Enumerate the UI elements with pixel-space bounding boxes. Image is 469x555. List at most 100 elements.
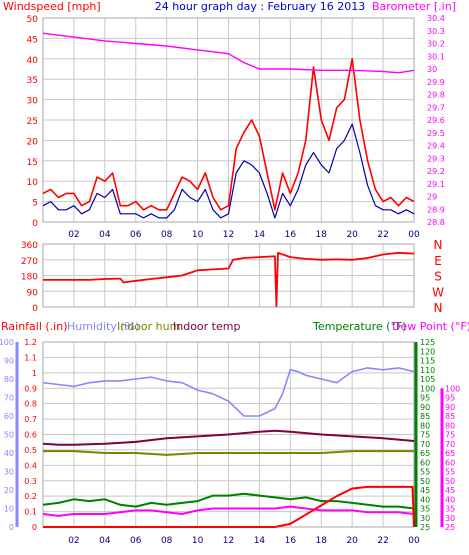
y-tick-label: 55 bbox=[420, 468, 430, 477]
y-tick-label: 29.5 bbox=[427, 129, 445, 138]
y-tick-label: 35 bbox=[27, 76, 38, 86]
x-tick-label: 22 bbox=[377, 230, 388, 240]
y-tick-label: 0 bbox=[32, 219, 38, 229]
direction-label: E bbox=[434, 254, 442, 268]
y-tick-label: 90 bbox=[27, 288, 39, 298]
y-tick-label: 28.8 bbox=[427, 218, 445, 227]
y-tick-label: 28.9 bbox=[427, 205, 445, 214]
y-tick-label: 40 bbox=[420, 495, 430, 504]
legend-humidity: Humidity (%) bbox=[67, 320, 139, 333]
y-tick-label: 70 bbox=[4, 394, 14, 403]
plot-frame bbox=[42, 17, 415, 223]
direction-label: N bbox=[434, 301, 443, 315]
direction-label: W bbox=[432, 285, 444, 299]
y-tick-label: 90 bbox=[445, 403, 455, 412]
y-tick-label: 0 bbox=[32, 304, 38, 314]
indoor-humidity-line bbox=[43, 450, 414, 456]
y-tick-label: 75 bbox=[420, 431, 430, 440]
legend-dew-point: Dew Point (°F) bbox=[392, 320, 469, 333]
y-tick-label: 0.1 bbox=[24, 508, 37, 517]
x-tick-label: 16 bbox=[285, 536, 297, 546]
barometer-axis-label: Barometer [.in] bbox=[372, 0, 456, 13]
chart-marks: 0510152025303540455028.828.92929.129.229… bbox=[0, 14, 460, 546]
y-tick-label: 30.2 bbox=[427, 40, 445, 49]
x-tick-label: 14 bbox=[254, 536, 266, 546]
y-tick-label: 29.4 bbox=[427, 142, 445, 151]
legend-indoor-hum: Indoor hum bbox=[117, 320, 180, 333]
indoor-temp-line bbox=[42, 429, 415, 446]
average-wind-line bbox=[42, 123, 415, 219]
y-tick-label: 1.2 bbox=[24, 338, 37, 347]
x-tick-label: 00 bbox=[408, 536, 420, 546]
y-tick-label: 50 bbox=[445, 477, 455, 486]
y-tick-label: 180 bbox=[21, 273, 38, 283]
y-tick-label: 40 bbox=[4, 449, 14, 458]
dew-point-line bbox=[42, 505, 415, 517]
x-tick-label: 12 bbox=[223, 230, 234, 240]
y-tick-label: 85 bbox=[420, 412, 430, 421]
y-tick-label: 30 bbox=[420, 514, 430, 523]
plot-frame bbox=[42, 243, 415, 308]
y-tick-label: 80 bbox=[4, 375, 14, 384]
y-tick-label: 29 bbox=[427, 193, 437, 202]
x-tick-label: 08 bbox=[161, 230, 173, 240]
y-tick-label: 29.9 bbox=[427, 78, 445, 87]
y-tick-label: 95 bbox=[420, 394, 430, 403]
y-tick-label: 70 bbox=[420, 440, 430, 449]
y-tick-label: 60 bbox=[420, 458, 430, 467]
y-tick-label: 0.6 bbox=[24, 431, 37, 440]
x-tick-label: 20 bbox=[346, 230, 358, 240]
y-tick-label: 125 bbox=[420, 338, 435, 347]
y-tick-label: 110 bbox=[420, 366, 435, 375]
gust-line bbox=[42, 57, 415, 211]
y-tick-label: 50 bbox=[27, 15, 39, 25]
y-tick-label: 20 bbox=[27, 137, 39, 147]
direction-label: S bbox=[434, 270, 442, 284]
y-tick-label: 30.3 bbox=[427, 27, 445, 36]
x-tick-label: 20 bbox=[346, 536, 358, 546]
y-tick-label: 10 bbox=[4, 505, 14, 514]
y-tick-label: 29.6 bbox=[427, 116, 445, 125]
y-tick-label: 10 bbox=[27, 178, 39, 188]
y-tick-label: 30.1 bbox=[427, 52, 445, 61]
barometer-line bbox=[42, 32, 415, 74]
rainfall-line bbox=[43, 485, 415, 528]
y-tick-label: 29.2 bbox=[427, 167, 445, 176]
y-tick-label: 0.9 bbox=[24, 384, 37, 393]
x-tick-label: 10 bbox=[192, 536, 204, 546]
x-tick-label: 02 bbox=[68, 230, 79, 240]
y-tick-label: 29.1 bbox=[427, 180, 445, 189]
x-tick-label: 04 bbox=[99, 230, 111, 240]
y-tick-label: 90 bbox=[420, 403, 430, 412]
y-tick-label: 60 bbox=[445, 458, 455, 467]
y-tick-label: 50 bbox=[4, 431, 14, 440]
y-tick-label: 5 bbox=[32, 199, 38, 209]
humidity-line bbox=[42, 367, 415, 417]
y-tick-label: 65 bbox=[420, 449, 430, 458]
wind-direction-line bbox=[43, 251, 415, 308]
x-tick-label: 06 bbox=[130, 536, 142, 546]
y-tick-label: 90 bbox=[4, 357, 14, 366]
y-tick-label: 0.8 bbox=[24, 400, 37, 409]
x-tick-label: 18 bbox=[316, 536, 328, 546]
y-tick-label: 1.1 bbox=[24, 353, 37, 362]
y-tick-label: 35 bbox=[445, 505, 455, 514]
y-tick-label: 55 bbox=[445, 468, 455, 477]
legend-temperature: Temperature (°F) bbox=[312, 320, 407, 333]
y-tick-label: 0 bbox=[32, 523, 37, 532]
y-tick-label: 35 bbox=[420, 505, 430, 514]
y-tick-label: 0.4 bbox=[24, 461, 37, 470]
y-tick-label: 40 bbox=[27, 56, 39, 66]
x-tick-label: 00 bbox=[408, 230, 420, 240]
y-tick-label: 100 bbox=[445, 384, 460, 393]
y-tick-label: 30 bbox=[427, 65, 437, 74]
y-tick-label: 15 bbox=[27, 158, 38, 168]
x-tick-label: 06 bbox=[130, 230, 142, 240]
y-tick-label: 360 bbox=[21, 241, 38, 251]
y-tick-label: 45 bbox=[445, 486, 455, 495]
temperature-line bbox=[42, 492, 415, 510]
y-tick-label: 80 bbox=[420, 421, 430, 430]
y-tick-label: 0.7 bbox=[24, 415, 37, 424]
y-tick-label: 25 bbox=[445, 523, 455, 532]
y-tick-label: 80 bbox=[445, 421, 455, 430]
